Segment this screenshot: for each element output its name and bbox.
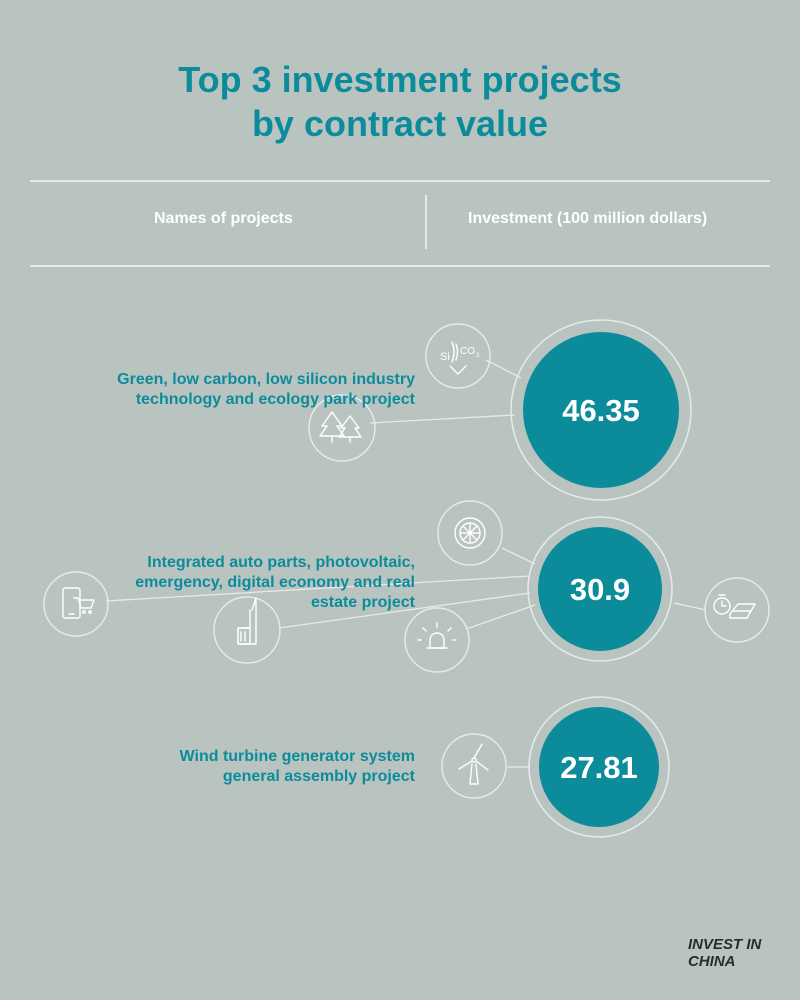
brand-line-2: CHINA bbox=[688, 953, 736, 970]
column-header-investment: Investment (100 million dollars) bbox=[468, 210, 708, 227]
svg-text:CO: CO bbox=[460, 346, 475, 357]
value-label: 30.9 bbox=[570, 572, 630, 607]
header-top-rule bbox=[30, 180, 770, 182]
chart-title: Top 3 investment projects by contract va… bbox=[0, 58, 800, 146]
silicon-co2-icon: Si CO 2 bbox=[425, 323, 491, 389]
bubble-project-3: 27.81 bbox=[528, 696, 670, 838]
bubble-fill bbox=[538, 527, 662, 651]
bubble-fill bbox=[523, 332, 679, 488]
project-name-line: estate project bbox=[310, 594, 415, 611]
column-header-names: Names of projects bbox=[154, 210, 293, 227]
svg-text:2: 2 bbox=[476, 353, 480, 359]
svg-text:Si: Si bbox=[440, 351, 450, 363]
project-name-2: Integrated auto parts, photovoltaic, eme… bbox=[135, 553, 415, 613]
bubble-ring bbox=[527, 516, 673, 662]
invest-in-china-logo: INVEST IN CHINA bbox=[688, 936, 761, 970]
wheel-icon bbox=[437, 500, 503, 566]
wind-turbine-icon bbox=[441, 733, 507, 799]
bubble-project-2: 30.9 bbox=[527, 516, 673, 662]
project-name-1: Green, low carbon, low silicon industry … bbox=[117, 370, 415, 410]
project-name-line: technology and ecology park project bbox=[135, 391, 415, 408]
project-name-line: Wind turbine generator system bbox=[179, 748, 415, 765]
project-name-3: Wind turbine generator system general as… bbox=[180, 747, 415, 787]
project-name-line: Green, low carbon, low silicon industry bbox=[117, 371, 415, 388]
header-bottom-rule bbox=[30, 265, 770, 267]
pine-trees-icon bbox=[308, 394, 376, 462]
brand-line-1: INVEST IN bbox=[688, 936, 762, 953]
bubble-project-1: 46.35 bbox=[510, 319, 692, 501]
project-name-line: Integrated auto parts, photovoltaic, bbox=[147, 554, 415, 571]
bubble-ring bbox=[510, 319, 692, 501]
title-line-1: Top 3 investment projects bbox=[178, 59, 622, 100]
bubble-ring bbox=[528, 696, 670, 838]
project-name-line: general assembly project bbox=[222, 768, 415, 785]
bubble-fill bbox=[539, 707, 659, 827]
emergency-light-icon bbox=[404, 607, 470, 673]
value-label: 46.35 bbox=[562, 393, 640, 428]
solar-panel-icon bbox=[704, 577, 770, 643]
mobile-shopping-icon bbox=[43, 571, 109, 637]
project-name-line: emergency, digital economy and real bbox=[135, 574, 415, 591]
factory-icon bbox=[213, 596, 281, 664]
header-divider bbox=[425, 195, 427, 249]
title-line-2: by contract value bbox=[251, 103, 549, 144]
value-label: 27.81 bbox=[560, 750, 638, 785]
connector-lines bbox=[105, 359, 707, 768]
